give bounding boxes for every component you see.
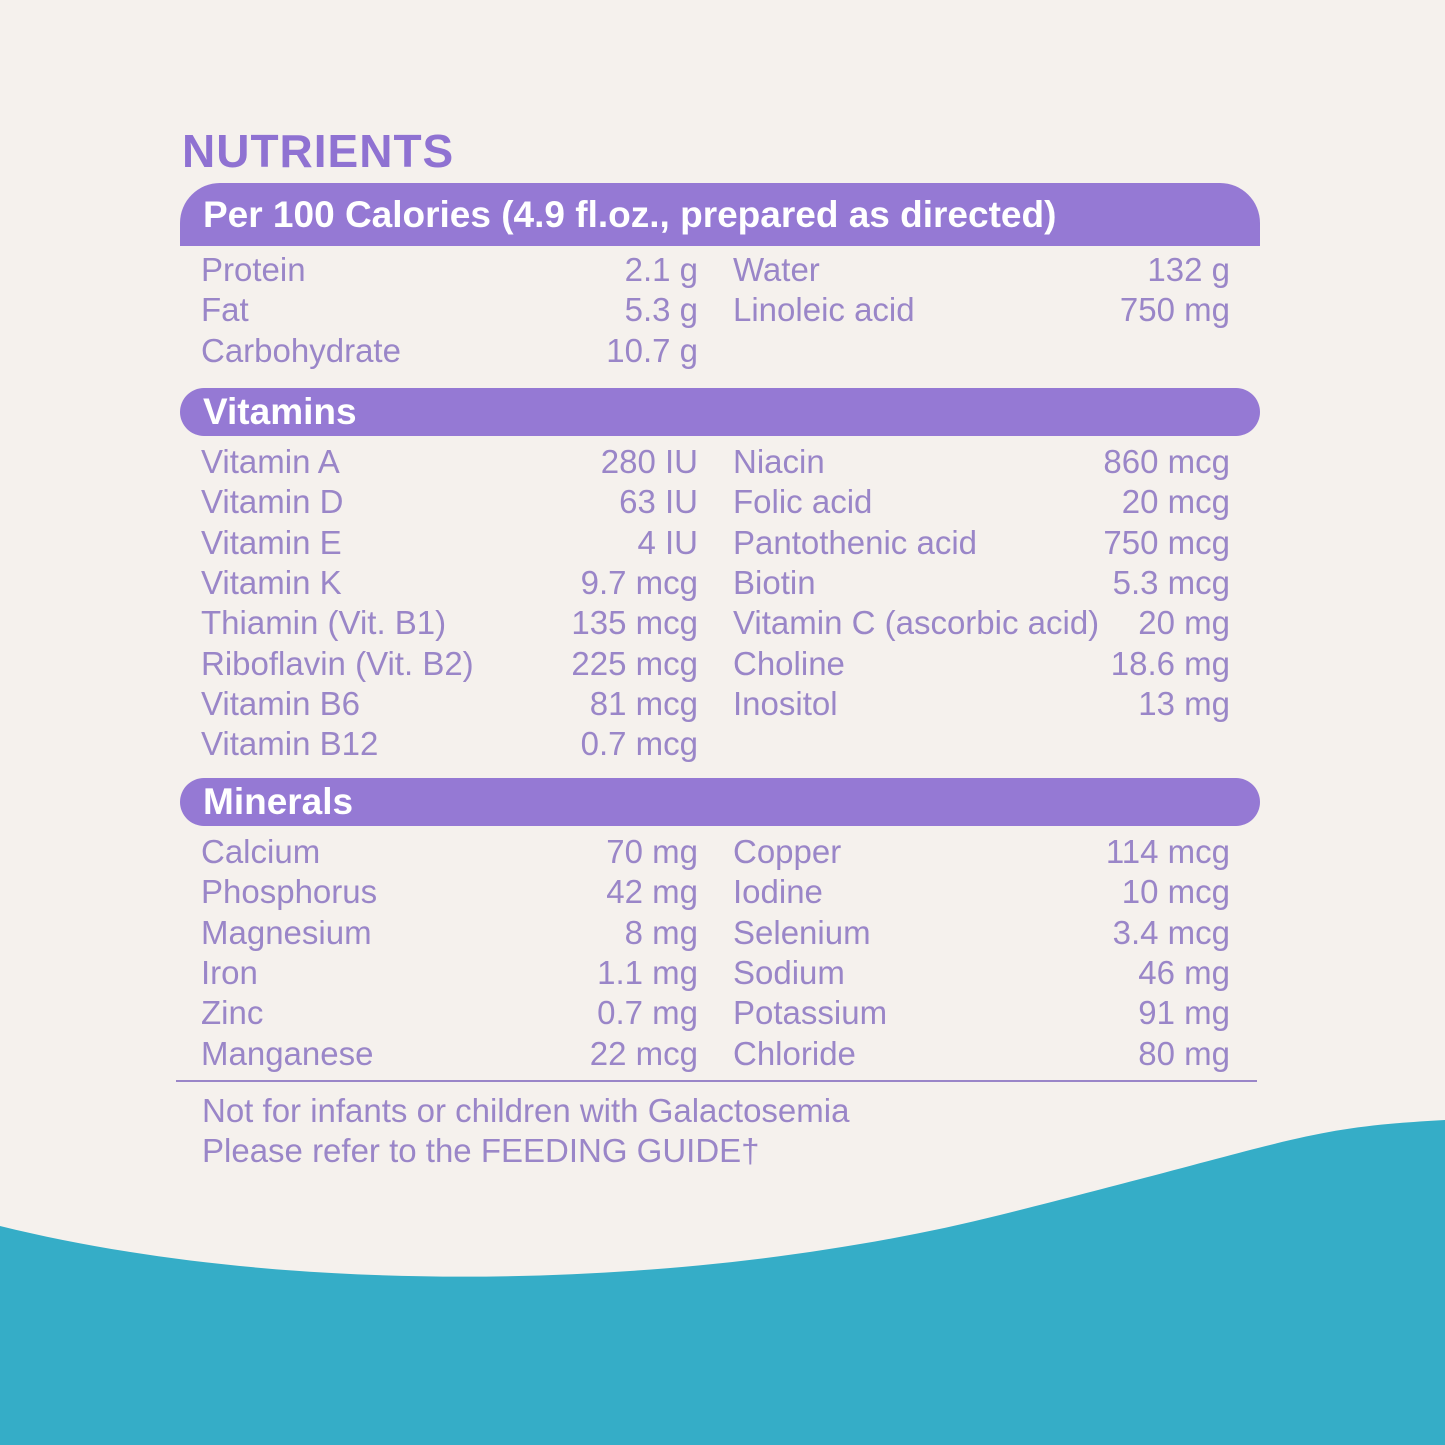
nutrient-name: Riboflavin (Vit. B2) (201, 644, 474, 682)
nutrient-amount: 20 mg (1138, 604, 1230, 642)
nutrient-name: Magnesium (201, 913, 372, 951)
section-header (180, 388, 1260, 436)
nutrient-amount: 70 mg (606, 833, 698, 870)
nutrient-amount: 8 mg (624, 913, 698, 951)
nutrient-name: Vitamin A (201, 443, 340, 480)
nutrient-amount: 18.6 mg (1110, 644, 1230, 682)
nutrient-name: Folic acid (733, 483, 873, 521)
nutrient-name: Iodine (733, 873, 823, 911)
nutrient-name: Zinc (201, 994, 264, 1032)
nutrient-amount: 225 mcg (571, 644, 698, 682)
nutrient-name: Biotin (733, 563, 816, 601)
nutrient-amount: 5.3 mcg (1112, 563, 1230, 601)
nutrient-name: Choline (733, 644, 845, 682)
nutrient-name: Calcium (201, 833, 321, 870)
nutrient-amount: 81 mcg (589, 684, 698, 722)
nutrient-name: Vitamin B12 (201, 725, 379, 763)
section-header (180, 778, 1260, 826)
divider (176, 1080, 1257, 1082)
nutrient-amount: 750 mcg (1103, 523, 1230, 561)
nutrient-amount: 63 IU (619, 483, 698, 521)
title: NUTRIENTS (182, 125, 455, 177)
nutrient-amount: 2.1 g (624, 251, 698, 288)
nutrient-name: Linoleic acid (733, 291, 915, 329)
section-title: Vitamins (203, 391, 357, 432)
nutrient-amount: 0.7 mg (597, 994, 698, 1032)
nutrient-name: Vitamin D (201, 483, 344, 521)
nutrient-amount: 750 mg (1119, 291, 1230, 329)
nutrient-amount: 80 mg (1138, 1034, 1230, 1072)
nutrient-amount: 280 IU (600, 443, 698, 480)
nutrient-name: Protein (201, 251, 306, 288)
nutrient-amount: 1.1 mg (597, 953, 698, 991)
nutrient-amount: 0.7 mcg (580, 725, 698, 763)
nutrient-amount: 13 mg (1138, 684, 1230, 722)
nutrient-name: Vitamin K (201, 563, 342, 601)
nutrient-name: Inositol (733, 684, 838, 722)
nutrient-name: Water (733, 251, 820, 288)
nutrient-name: Iron (201, 953, 258, 991)
section-title: Per 100 Calories (4.9 fl.oz., prepared a… (203, 193, 1057, 235)
section-header (180, 183, 1260, 246)
footnote: Please refer to the FEEDING GUIDE† (202, 1132, 760, 1169)
nutrient-amount: 860 mcg (1103, 443, 1230, 480)
nutrient-amount: 20 mcg (1121, 483, 1230, 521)
nutrient-amount: 114 mcg (1105, 833, 1230, 870)
nutrient-amount: 22 mcg (589, 1034, 698, 1072)
nutrient-name: Pantothenic acid (733, 523, 978, 561)
nutrient-name: Niacin (733, 443, 825, 480)
nutrient-amount: 9.7 mcg (580, 563, 698, 601)
nutrient-name: Phosphorus (201, 873, 378, 911)
nutrient-name: Chloride (733, 1034, 856, 1072)
nutrient-amount: 5.3 g (624, 291, 698, 329)
section-title: Minerals (203, 781, 354, 822)
nutrient-name: Vitamin C (ascorbic acid) (733, 604, 1100, 642)
nutrient-amount: 42 mg (606, 873, 698, 911)
nutrient-amount: 4 IU (637, 523, 698, 561)
nutrient-name: Manganese (201, 1034, 374, 1072)
nutrient-name: Copper (733, 833, 842, 870)
nutrient-amount: 10 mcg (1121, 873, 1230, 911)
nutrient-amount: 10.7 g (606, 331, 698, 369)
nutrient-amount: 135 mcg (571, 604, 698, 642)
nutrient-amount: 132 g (1147, 251, 1230, 288)
nutrient-amount: 46 mg (1138, 953, 1230, 991)
footnote: Not for infants or children with Galacto… (202, 1092, 850, 1129)
nutrient-name: Thiamin (Vit. B1) (201, 604, 447, 642)
nutrient-name: Potassium (733, 994, 888, 1032)
wave (0, 1120, 1445, 1445)
nutrient-name: Vitamin B6 (201, 684, 360, 722)
nutrient-name: Vitamin E (201, 523, 342, 561)
nutrient-name: Fat (201, 291, 249, 329)
nutrient-amount: 91 mg (1138, 994, 1230, 1032)
nutrient-name: Selenium (733, 913, 871, 951)
nutrient-name: Sodium (733, 953, 845, 991)
nutrient-amount: 3.4 mcg (1112, 913, 1230, 951)
nutrient-name: Carbohydrate (201, 331, 401, 369)
